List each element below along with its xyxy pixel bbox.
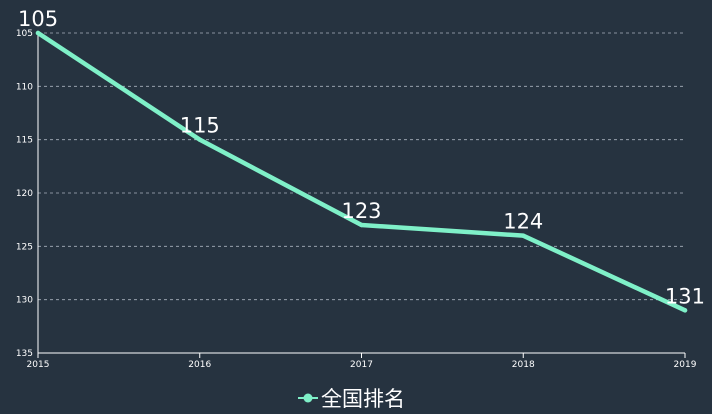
y-tick-label-120: 120 <box>16 189 33 199</box>
x-tick-label-2018: 2018 <box>512 360 535 370</box>
series-group <box>35 30 688 313</box>
y-tick-label-130: 130 <box>16 296 33 306</box>
x-tick-label-2015: 2015 <box>27 360 50 370</box>
data-label-2015: 105 <box>18 7 58 31</box>
y-tick-label-110: 110 <box>16 82 33 92</box>
y-tick-label-135: 135 <box>16 349 33 359</box>
data-label-2018: 124 <box>503 210 543 234</box>
data-point-2015 <box>35 30 41 36</box>
legend-label: 全国排名 <box>321 387 405 411</box>
data-label-2016: 115 <box>180 114 220 138</box>
x-tick-label-2017: 2017 <box>350 360 373 370</box>
legend[interactable]: 全国排名 <box>298 387 405 411</box>
legend-marker-icon <box>303 393 313 403</box>
series-line-全国排名 <box>35 30 688 313</box>
data-point-2017 <box>359 222 364 228</box>
data-point-2018 <box>521 233 526 238</box>
y-tick-label-125: 125 <box>16 242 33 252</box>
data-label-2017: 123 <box>341 199 381 223</box>
x-tick-label-2019: 2019 <box>674 360 697 370</box>
y-tick-label-115: 115 <box>16 136 33 146</box>
data-label-2019: 131 <box>665 284 705 308</box>
y-tick-label-105: 105 <box>16 29 33 39</box>
grid-lines <box>38 32 685 301</box>
data-point-2019 <box>682 308 688 313</box>
data-point-2016 <box>197 137 202 142</box>
x-tick-label-2016: 2016 <box>188 360 211 370</box>
data-labels: 105 115 123 124 131 <box>18 7 705 308</box>
